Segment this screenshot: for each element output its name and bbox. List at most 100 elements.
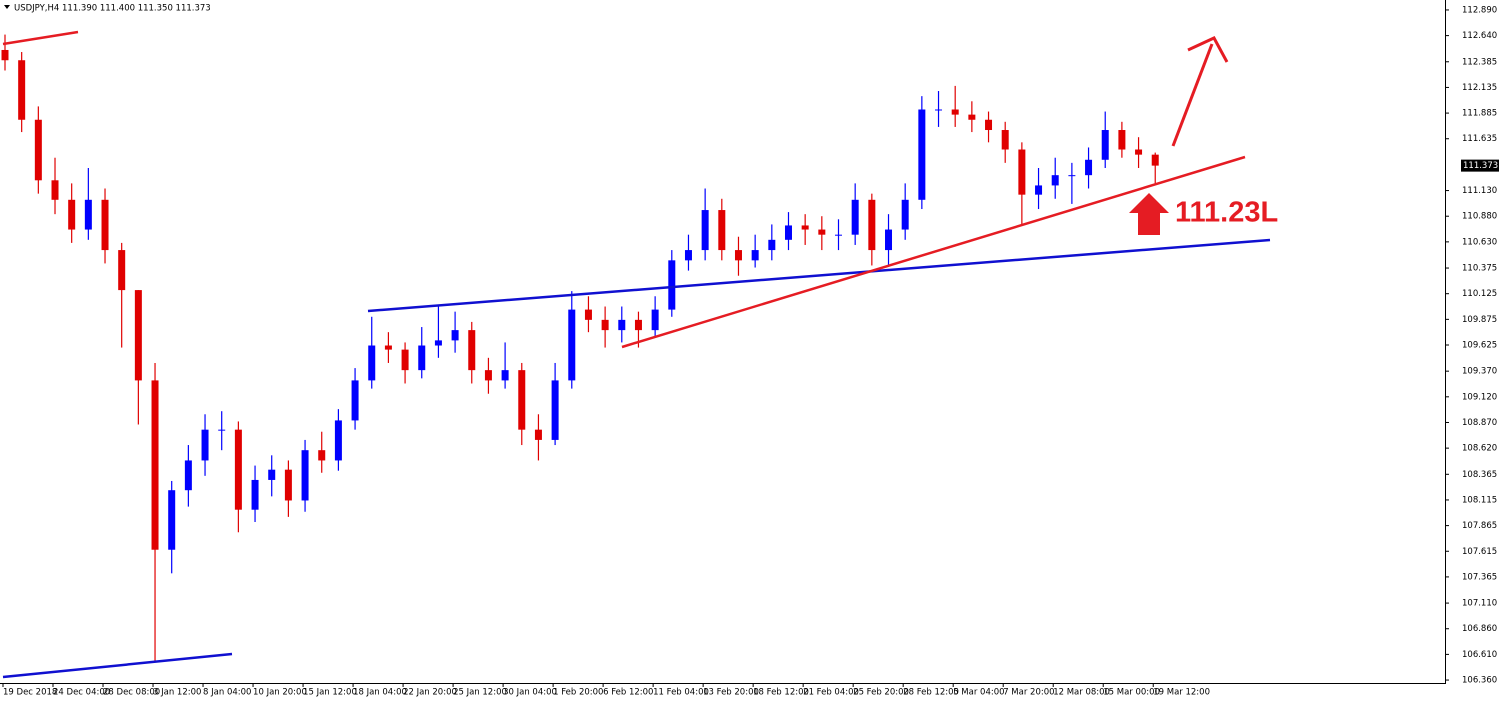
candle-body [1018, 149, 1026, 195]
candle-body [801, 225, 809, 230]
x-tick-label: 19 Dec 2018 [3, 688, 57, 698]
candle-body [1101, 130, 1109, 160]
y-tick-label: 110.630 [1462, 237, 1497, 247]
candle-body [1051, 175, 1059, 186]
y-tick-label: 110.125 [1462, 289, 1497, 299]
candle-body [1135, 149, 1143, 155]
candle-body [1035, 185, 1043, 195]
chart-header: USDJPY,H4 111.390 111.400 111.350 111.37… [14, 4, 211, 14]
trend-line [2, 652, 233, 679]
candle-body [701, 210, 709, 251]
candle-body [168, 490, 176, 550]
current-price-label: 111.373 [1463, 161, 1498, 171]
y-tick-label: 112.385 [1462, 57, 1497, 67]
candle-body [751, 250, 759, 261]
x-tick-label: 19 Mar 12:00 [1153, 688, 1210, 698]
candle-body [1151, 154, 1159, 166]
candle-body [134, 290, 142, 381]
candle-body [818, 229, 826, 235]
candle-body [835, 234, 842, 236]
y-tick-label: 109.120 [1462, 392, 1497, 402]
candle-body [84, 199, 92, 230]
support-label: 111.23L [1175, 197, 1278, 229]
y-tick-label: 112.640 [1462, 31, 1497, 41]
trend-line [621, 155, 1246, 349]
y-tick-label: 108.365 [1462, 470, 1497, 480]
y-tick-label: 109.370 [1462, 367, 1497, 377]
candle-body [218, 429, 226, 431]
candle-body [734, 250, 742, 261]
x-tick-label: 24 Dec 04:00 [53, 688, 110, 698]
y-tick-label: 106.360 [1462, 676, 1497, 686]
x-tick-label: 21 Feb 04:00 [803, 688, 859, 698]
y-tick-label: 108.620 [1462, 444, 1497, 454]
y-tick-label: 106.860 [1462, 624, 1497, 634]
x-tick-label: 25 Jan 12:00 [453, 688, 507, 698]
candle-body [885, 229, 893, 251]
x-tick-label: 11 Feb 04:00 [653, 688, 709, 698]
candle-body [501, 370, 509, 381]
candle-body [851, 199, 859, 235]
x-tick-label: 18 Feb 12:00 [753, 688, 809, 698]
candle-body [534, 429, 542, 440]
x-tick-label: 25 Feb 20:00 [853, 688, 909, 698]
y-tick-label: 109.875 [1462, 315, 1497, 325]
candle-body [418, 345, 426, 371]
y-tick-label: 108.870 [1462, 418, 1497, 428]
y-tick-label: 111.130 [1462, 186, 1497, 196]
x-tick-label: 10 Jan 20:00 [253, 688, 307, 698]
trend-line [2, 30, 79, 46]
candle-body [68, 199, 76, 230]
candle-body [568, 309, 576, 381]
candle-body [1001, 130, 1009, 150]
candle-body [935, 109, 943, 111]
candle-body [201, 429, 209, 461]
candle-body [384, 345, 392, 350]
y-tick-label: 111.635 [1462, 134, 1497, 144]
y-tick-label: 112.135 [1462, 83, 1497, 93]
trend-line [367, 238, 1271, 313]
candle-body [651, 309, 659, 331]
candle-body [268, 469, 276, 480]
candle-body [985, 119, 993, 131]
candle-body [251, 479, 259, 510]
candle-body [484, 370, 492, 381]
candle-body [368, 345, 376, 381]
candle-body [1, 49, 9, 61]
x-tick-label: 8 Jan 04:00 [203, 688, 251, 698]
candle-body [318, 450, 326, 461]
forecast-arrow [1171, 43, 1214, 147]
current-price-box [1461, 159, 1499, 172]
candle-body [234, 429, 242, 510]
candle-body [901, 199, 909, 230]
candle-body [468, 330, 476, 371]
y-tick-label: 109.625 [1462, 341, 1497, 351]
forecast-arrowhead [1187, 36, 1229, 63]
x-tick-label: 13 Feb 20:00 [703, 688, 759, 698]
candle-body [151, 380, 159, 550]
x-tick-label: 15 Jan 12:00 [303, 688, 357, 698]
candle-body [1085, 159, 1093, 176]
y-tick-label: 112.890 [1462, 5, 1497, 15]
y-tick-label: 107.110 [1462, 599, 1497, 609]
candle-body [301, 450, 309, 501]
x-tick-label: 5 Mar 04:00 [953, 688, 1004, 698]
x-tick-label: 28 Feb 12:00 [903, 688, 959, 698]
candle-body [351, 380, 359, 421]
y-tick-label: 107.615 [1462, 547, 1497, 557]
y-tick-label: 111.885 [1462, 109, 1497, 119]
x-tick-label: 1 Feb 20:00 [553, 688, 603, 698]
candle-body [51, 180, 59, 200]
candle-body [101, 199, 109, 251]
support-arrow [1129, 193, 1169, 235]
x-tick-label: 15 Mar 00:00 [1103, 688, 1160, 698]
x-tick-label: 12 Mar 08:00 [1053, 688, 1110, 698]
x-tick-label: 18 Jan 04:00 [353, 688, 407, 698]
y-tick-label: 110.880 [1462, 212, 1497, 222]
x-tick-label: 30 Jan 04:00 [503, 688, 557, 698]
candle-body [184, 460, 192, 491]
y-tick-label: 110.375 [1462, 264, 1497, 274]
